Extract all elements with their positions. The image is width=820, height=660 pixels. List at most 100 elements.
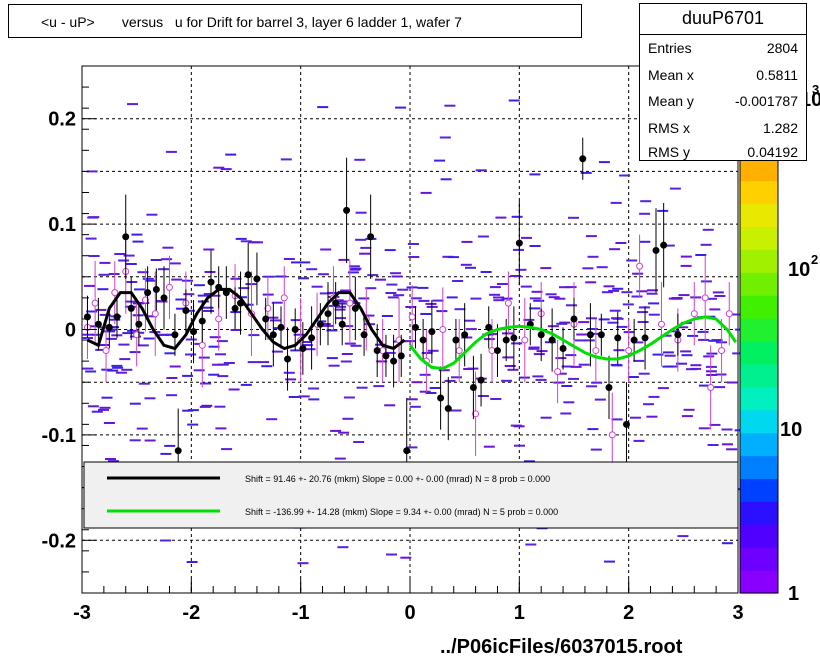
chart-title-box: <u - uP> versus u for Drift for barrel 3…: [8, 4, 582, 38]
histogram-cell: [271, 350, 283, 353]
histogram-cell: [475, 169, 487, 172]
black-profile-marker: [308, 334, 316, 342]
black-profile-marker: [502, 336, 510, 344]
histogram-cell: [680, 264, 692, 267]
y-tick-label: 0: [65, 320, 76, 342]
histogram-cell: [131, 233, 143, 236]
histogram-cell: [732, 352, 744, 355]
histogram-cell: [91, 333, 103, 336]
histogram-cell: [247, 361, 259, 364]
histogram-cell: [489, 293, 501, 296]
histogram-cell: [677, 535, 689, 538]
histogram-cell: [678, 294, 690, 297]
histogram-cell: [444, 379, 456, 382]
colorbar-segment: [740, 455, 778, 479]
stats-value: -0.001787: [734, 93, 798, 109]
histogram-cell: [220, 168, 232, 171]
histogram-cell: [690, 364, 702, 367]
histogram-cell: [707, 444, 719, 446]
black-profile-marker: [113, 313, 121, 321]
histogram-cell: [489, 286, 501, 289]
histogram-cell: [432, 299, 444, 302]
histogram-cell: [98, 408, 109, 411]
histogram-cell: [137, 271, 149, 274]
histogram-cell: [121, 368, 133, 371]
colorbar-segment: [740, 318, 778, 342]
stats-value: 2804: [766, 40, 798, 56]
histogram-cell: [632, 272, 644, 275]
histogram-cell: [591, 381, 603, 384]
histogram-cell: [248, 334, 260, 337]
histogram-cell: [359, 252, 371, 255]
histogram-cell: [721, 428, 733, 431]
black-profile-marker: [207, 278, 215, 286]
histogram-cell: [417, 286, 429, 289]
histogram-cell: [451, 376, 462, 379]
histogram-cell: [129, 351, 141, 354]
black-profile-marker: [269, 331, 277, 339]
histogram-cell: [328, 364, 340, 367]
histogram-cell: [657, 209, 669, 212]
histogram-cell: [611, 418, 623, 421]
histogram-cell: [663, 244, 675, 247]
histogram-cell: [288, 396, 300, 398]
histogram-cell: [439, 136, 451, 139]
histogram-cell: [420, 191, 432, 194]
histogram-cell: [335, 305, 347, 308]
black-profile-marker: [428, 328, 436, 336]
colorbar-segment: [740, 409, 778, 434]
histogram-cell: [221, 448, 233, 451]
histogram-cell: [714, 386, 726, 389]
histogram-cell: [604, 560, 615, 563]
black-profile-marker: [324, 310, 332, 318]
histogram-cell: [633, 439, 645, 442]
black-profile-marker: [390, 357, 398, 365]
histogram-cell: [108, 273, 120, 275]
black-profile-marker: [469, 383, 477, 391]
stats-separator: [640, 34, 806, 35]
histogram-cell: [304, 348, 316, 351]
histogram-cell: [528, 347, 540, 350]
histogram-cell: [338, 258, 350, 261]
black-profile-marker: [122, 233, 130, 241]
magenta-profile-marker: [592, 347, 600, 355]
histogram-cell: [283, 371, 295, 374]
histogram-cell: [529, 297, 541, 300]
histogram-cell: [525, 543, 537, 546]
histogram-cell: [198, 356, 210, 359]
stats-label: Mean y: [648, 93, 694, 109]
histogram-cell: [733, 488, 745, 491]
histogram-cell: [330, 429, 342, 432]
histogram-cell: [465, 266, 476, 269]
histogram-cell: [348, 265, 360, 268]
fit-curve-black: [86, 287, 406, 351]
histogram-cell: [529, 245, 541, 247]
histogram-cell: [690, 296, 702, 299]
histogram-cell: [676, 362, 687, 365]
histogram-cell: [578, 321, 590, 324]
histogram-cell: [493, 299, 505, 302]
fit-curve-green: [408, 315, 738, 371]
histogram-cell: [306, 268, 318, 271]
histogram-cell: [114, 253, 126, 255]
histogram-cell: [85, 370, 97, 373]
histogram-cell: [504, 365, 516, 367]
histogram-cell: [386, 553, 397, 556]
histogram-cell: [223, 362, 235, 364]
histogram-cell: [611, 364, 623, 367]
black-profile-marker: [360, 331, 368, 339]
histogram-cell: [308, 398, 320, 401]
histogram-cell: [513, 248, 524, 251]
histogram-cell: [730, 313, 741, 316]
histogram-cell: [137, 344, 149, 347]
histogram-cell: [212, 363, 223, 366]
histogram-cell: [612, 287, 624, 290]
histogram-cell: [452, 280, 464, 282]
histogram-cell: [342, 417, 354, 420]
black-profile-marker: [127, 304, 135, 312]
histogram-cell: [271, 301, 283, 304]
histogram-cell: [529, 173, 541, 176]
histogram-cell: [317, 106, 329, 109]
histogram-cell: [434, 159, 446, 162]
